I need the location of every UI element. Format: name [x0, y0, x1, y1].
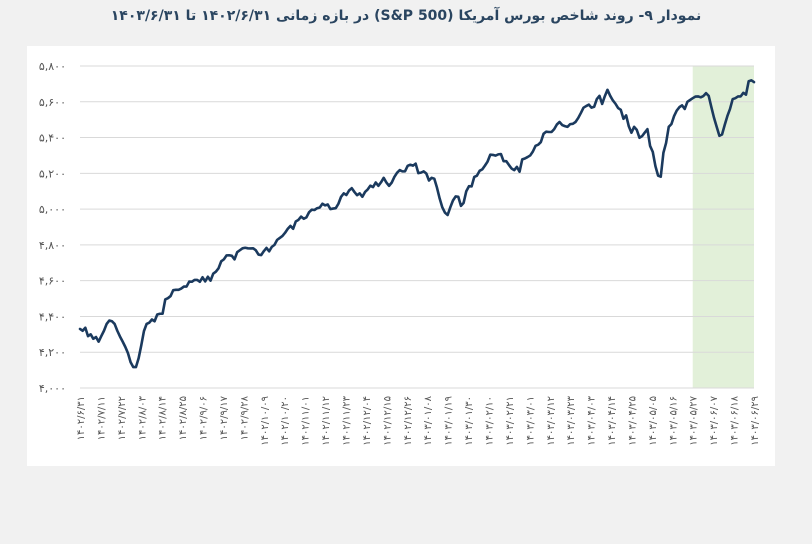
x-tick-label: ۱۴۰۳/۰۶/۲۹ [750, 396, 761, 446]
x-tick-label: ۱۴۰۲/۱۲/۰۴ [362, 396, 373, 446]
y-tick-label: ۴,۰۰۰ [39, 382, 66, 395]
y-tick-label: ۵,۶۰۰ [39, 96, 66, 109]
chart-title: نمودار ۹- روند شاخص بورس آمریکا (S&P 500… [110, 8, 702, 24]
y-tick-label: ۵,۴۰۰ [39, 132, 66, 145]
x-tick-label: ۱۴۰۳/۰۳/۰۱ [525, 396, 536, 446]
x-axis-ticks: ۱۴۰۲/۶/۳۱ ۱۴۰۲/۷/۱۱ ۱۴۰۲/۷/۲۲ ۱۴۰۲/۸/۰۳ ۱۴۰۲… [76, 395, 761, 445]
x-tick-label: ۱۴۰۲/۹/۰۶ [199, 396, 210, 440]
x-tick-label: ۱۴۰۳/۰۶/۱۸ [730, 395, 741, 445]
line-chart: ۴,۰۰۰ ۴,۲۰۰ ۴,۴۰۰ ۴,۶۰۰ ۴,۸۰۰ ۵,۰۰۰ ۵,۲۰۰ ۵,۴۰۰… [39, 60, 761, 446]
x-tick-label: ۱۴۰۳/۰۲/۱۰ [484, 396, 495, 446]
y-tick-label: ۴,۲۰۰ [39, 346, 66, 359]
x-tick-label: ۱۴۰۲/۱۰/۲۰ [280, 396, 291, 446]
x-tick-label: ۱۴۰۳/۰۱/۰۸ [423, 395, 434, 445]
y-tick-label: ۵,۸۰۰ [39, 60, 66, 73]
x-tick-label: ۱۴۰۳/۰۳/۱۲ [546, 396, 557, 446]
x-tick-label: ۱۴۰۳/۰۵/۱۶ [668, 396, 679, 446]
series-line [78, 79, 756, 369]
x-tick-label: ۱۴۰۲/۱۲/۱۵ [382, 396, 393, 446]
x-tick-label: ۱۴۰۲/۱۰/۰۹ [260, 396, 271, 446]
x-tick-label: ۱۴۰۲/۱۲/۲۶ [403, 396, 414, 446]
x-tick-label: ۱۴۰۲/۷/۱۱ [96, 396, 107, 440]
grid-lines [80, 65, 754, 389]
x-tick-label: ۱۴۰۳/۰۶/۰۷ [709, 395, 720, 445]
x-tick-label: ۱۴۰۲/۸/۰۳ [137, 395, 148, 440]
x-tick-label: ۱۴۰۲/۹/۲۸ [239, 395, 250, 440]
y-axis-ticks: ۴,۰۰۰ ۴,۲۰۰ ۴,۴۰۰ ۴,۶۰۰ ۴,۸۰۰ ۵,۰۰۰ ۵,۲۰۰ ۵,۴۰۰… [39, 60, 66, 395]
y-tick-label: ۴,۴۰۰ [39, 310, 66, 323]
x-tick-label: ۱۴۰۲/۱۱/۰۱ [301, 396, 312, 446]
highlight-band [692, 66, 754, 388]
x-tick-label: ۱۴۰۲/۹/۱۷ [219, 395, 230, 440]
x-tick-label: ۱۴۰۳/۰۵/۲۷ [689, 395, 700, 445]
x-tick-label: ۱۴۰۲/۷/۲۲ [117, 396, 128, 440]
x-tick-label: ۱۴۰۲/۶/۳۱ [76, 396, 87, 440]
x-tick-label: ۱۴۰۲/۸/۲۵ [178, 396, 189, 440]
y-tick-label: ۴,۸۰۰ [39, 239, 66, 252]
x-tick-label: ۱۴۰۳/۰۴/۰۳ [587, 395, 598, 445]
x-tick-label: ۱۴۰۳/۰۵/۰۵ [648, 396, 659, 446]
x-tick-label: ۱۴۰۲/۱۱/۱۲ [321, 396, 332, 446]
y-tick-label: ۵,۲۰۰ [39, 167, 66, 180]
chart-panel: ۴,۰۰۰ ۴,۲۰۰ ۴,۴۰۰ ۴,۶۰۰ ۴,۸۰۰ ۵,۰۰۰ ۵,۲۰۰ ۵,۴۰۰… [27, 46, 775, 466]
x-tick-label: ۱۴۰۲/۱۱/۲۳ [342, 395, 353, 445]
x-tick-label: ۱۴۰۳/۰۴/۱۴ [607, 396, 618, 446]
y-tick-label: ۴,۶۰۰ [39, 275, 66, 288]
x-tick-label: ۱۴۰۳/۰۱/۱۹ [444, 396, 455, 446]
x-tick-label: ۱۴۰۳/۰۱/۳۰ [464, 396, 475, 446]
x-tick-label: ۱۴۰۳/۰۳/۲۳ [566, 395, 577, 445]
x-tick-label: ۱۴۰۲/۸/۱۴ [158, 396, 169, 440]
x-tick-label: ۱۴۰۳/۰۴/۲۵ [627, 396, 638, 446]
x-tick-label: ۱۴۰۳/۰۲/۲۱ [505, 396, 516, 446]
y-tick-label: ۵,۰۰۰ [39, 203, 66, 216]
